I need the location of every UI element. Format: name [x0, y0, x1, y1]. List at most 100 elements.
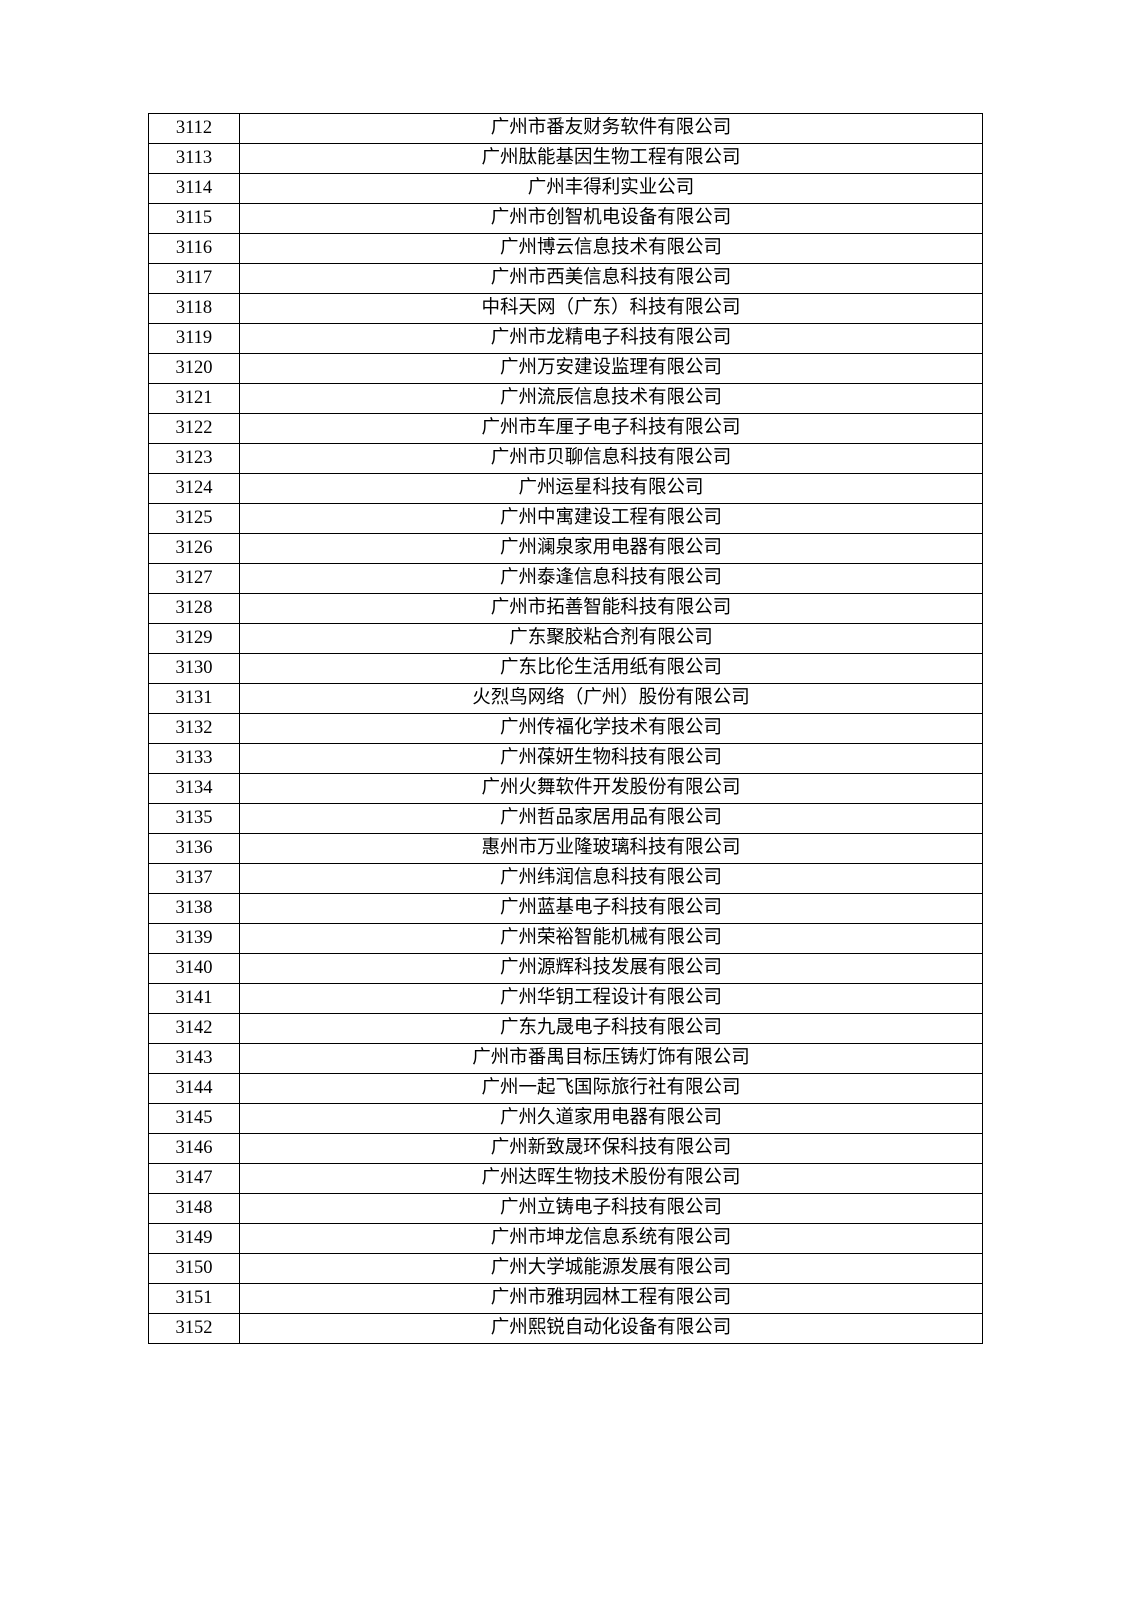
- table-row: 3147广州达晖生物技术股份有限公司: [149, 1164, 983, 1194]
- table-row: 3139广州荣裕智能机械有限公司: [149, 924, 983, 954]
- row-name-cell: 广州蓝基电子科技有限公司: [240, 894, 983, 924]
- table-row: 3113广州肽能基因生物工程有限公司: [149, 144, 983, 174]
- row-name-cell: 广州市坤龙信息系统有限公司: [240, 1224, 983, 1254]
- row-id-cell: 3148: [149, 1194, 240, 1224]
- row-name-cell: 广州市贝聊信息科技有限公司: [240, 444, 983, 474]
- row-name-cell: 广州熙锐自动化设备有限公司: [240, 1314, 983, 1344]
- table-row: 3135广州哲品家居用品有限公司: [149, 804, 983, 834]
- row-name-cell: 广州火舞软件开发股份有限公司: [240, 774, 983, 804]
- table-row: 3144广州一起飞国际旅行社有限公司: [149, 1074, 983, 1104]
- row-name-cell: 广州达晖生物技术股份有限公司: [240, 1164, 983, 1194]
- table-row: 3145广州久道家用电器有限公司: [149, 1104, 983, 1134]
- row-name-cell: 广州传福化学技术有限公司: [240, 714, 983, 744]
- row-id-cell: 3122: [149, 414, 240, 444]
- table-row: 3124广州运星科技有限公司: [149, 474, 983, 504]
- table-row: 3120广州万安建设监理有限公司: [149, 354, 983, 384]
- table-row: 3151广州市雅玥园林工程有限公司: [149, 1284, 983, 1314]
- row-name-cell: 广州万安建设监理有限公司: [240, 354, 983, 384]
- table-row: 3127广州泰逢信息科技有限公司: [149, 564, 983, 594]
- row-id-cell: 3128: [149, 594, 240, 624]
- table-row: 3134广州火舞软件开发股份有限公司: [149, 774, 983, 804]
- row-id-cell: 3132: [149, 714, 240, 744]
- row-name-cell: 中科天网（广东）科技有限公司: [240, 294, 983, 324]
- row-id-cell: 3151: [149, 1284, 240, 1314]
- row-name-cell: 广州市雅玥园林工程有限公司: [240, 1284, 983, 1314]
- table-row: 3117广州市西美信息科技有限公司: [149, 264, 983, 294]
- table-row: 3149广州市坤龙信息系统有限公司: [149, 1224, 983, 1254]
- row-name-cell: 广州源辉科技发展有限公司: [240, 954, 983, 984]
- row-name-cell: 火烈鸟网络（广州）股份有限公司: [240, 684, 983, 714]
- row-name-cell: 广州立铸电子科技有限公司: [240, 1194, 983, 1224]
- row-name-cell: 广州久道家用电器有限公司: [240, 1104, 983, 1134]
- table-body: 3112广州市番友财务软件有限公司3113广州肽能基因生物工程有限公司3114广…: [149, 114, 983, 1344]
- row-name-cell: 广东比伦生活用纸有限公司: [240, 654, 983, 684]
- row-name-cell: 广州葆妍生物科技有限公司: [240, 744, 983, 774]
- table-row: 3130广东比伦生活用纸有限公司: [149, 654, 983, 684]
- row-name-cell: 广州市创智机电设备有限公司: [240, 204, 983, 234]
- row-name-cell: 广州市龙精电子科技有限公司: [240, 324, 983, 354]
- table-row: 3141广州华钥工程设计有限公司: [149, 984, 983, 1014]
- row-id-cell: 3138: [149, 894, 240, 924]
- row-name-cell: 广州大学城能源发展有限公司: [240, 1254, 983, 1284]
- row-id-cell: 3127: [149, 564, 240, 594]
- row-id-cell: 3142: [149, 1014, 240, 1044]
- row-name-cell: 广州市西美信息科技有限公司: [240, 264, 983, 294]
- table-row: 3114广州丰得利实业公司: [149, 174, 983, 204]
- row-id-cell: 3140: [149, 954, 240, 984]
- row-name-cell: 广州市车厘子电子科技有限公司: [240, 414, 983, 444]
- row-id-cell: 3126: [149, 534, 240, 564]
- row-id-cell: 3121: [149, 384, 240, 414]
- row-name-cell: 广州华钥工程设计有限公司: [240, 984, 983, 1014]
- row-id-cell: 3113: [149, 144, 240, 174]
- row-id-cell: 3112: [149, 114, 240, 144]
- table-row: 3119广州市龙精电子科技有限公司: [149, 324, 983, 354]
- table-row: 3150广州大学城能源发展有限公司: [149, 1254, 983, 1284]
- table-row: 3131火烈鸟网络（广州）股份有限公司: [149, 684, 983, 714]
- row-id-cell: 3150: [149, 1254, 240, 1284]
- row-name-cell: 广州运星科技有限公司: [240, 474, 983, 504]
- table-row: 3137广州纬润信息科技有限公司: [149, 864, 983, 894]
- row-id-cell: 3141: [149, 984, 240, 1014]
- row-name-cell: 广州市番友财务软件有限公司: [240, 114, 983, 144]
- row-name-cell: 广州丰得利实业公司: [240, 174, 983, 204]
- row-id-cell: 3117: [149, 264, 240, 294]
- table-row: 3136惠州市万业隆玻璃科技有限公司: [149, 834, 983, 864]
- row-name-cell: 惠州市万业隆玻璃科技有限公司: [240, 834, 983, 864]
- row-name-cell: 广东九晟电子科技有限公司: [240, 1014, 983, 1044]
- row-name-cell: 广东聚胶粘合剂有限公司: [240, 624, 983, 654]
- table-row: 3142广东九晟电子科技有限公司: [149, 1014, 983, 1044]
- table-row: 3121广州流辰信息技术有限公司: [149, 384, 983, 414]
- row-name-cell: 广州一起飞国际旅行社有限公司: [240, 1074, 983, 1104]
- table-row: 3148广州立铸电子科技有限公司: [149, 1194, 983, 1224]
- row-id-cell: 3143: [149, 1044, 240, 1074]
- table-row: 3112广州市番友财务软件有限公司: [149, 114, 983, 144]
- table-row: 3133广州葆妍生物科技有限公司: [149, 744, 983, 774]
- table-row: 3122广州市车厘子电子科技有限公司: [149, 414, 983, 444]
- row-id-cell: 3135: [149, 804, 240, 834]
- row-id-cell: 3130: [149, 654, 240, 684]
- row-name-cell: 广州流辰信息技术有限公司: [240, 384, 983, 414]
- row-id-cell: 3144: [149, 1074, 240, 1104]
- table-row: 3140广州源辉科技发展有限公司: [149, 954, 983, 984]
- row-name-cell: 广州肽能基因生物工程有限公司: [240, 144, 983, 174]
- row-id-cell: 3145: [149, 1104, 240, 1134]
- table-row: 3132广州传福化学技术有限公司: [149, 714, 983, 744]
- row-name-cell: 广州市番禺目标压铸灯饰有限公司: [240, 1044, 983, 1074]
- row-id-cell: 3125: [149, 504, 240, 534]
- table-row: 3116广州博云信息技术有限公司: [149, 234, 983, 264]
- table-row: 3138广州蓝基电子科技有限公司: [149, 894, 983, 924]
- row-name-cell: 广州泰逢信息科技有限公司: [240, 564, 983, 594]
- row-name-cell: 广州哲品家居用品有限公司: [240, 804, 983, 834]
- row-id-cell: 3147: [149, 1164, 240, 1194]
- row-name-cell: 广州澜泉家用电器有限公司: [240, 534, 983, 564]
- table-row: 3125广州中寓建设工程有限公司: [149, 504, 983, 534]
- table-row: 3118中科天网（广东）科技有限公司: [149, 294, 983, 324]
- row-name-cell: 广州博云信息技术有限公司: [240, 234, 983, 264]
- page-container: 3112广州市番友财务软件有限公司3113广州肽能基因生物工程有限公司3114广…: [0, 0, 1131, 1600]
- row-id-cell: 3119: [149, 324, 240, 354]
- row-name-cell: 广州纬润信息科技有限公司: [240, 864, 983, 894]
- row-id-cell: 3134: [149, 774, 240, 804]
- table-row: 3129广东聚胶粘合剂有限公司: [149, 624, 983, 654]
- row-id-cell: 3123: [149, 444, 240, 474]
- company-list-table: 3112广州市番友财务软件有限公司3113广州肽能基因生物工程有限公司3114广…: [148, 113, 983, 1344]
